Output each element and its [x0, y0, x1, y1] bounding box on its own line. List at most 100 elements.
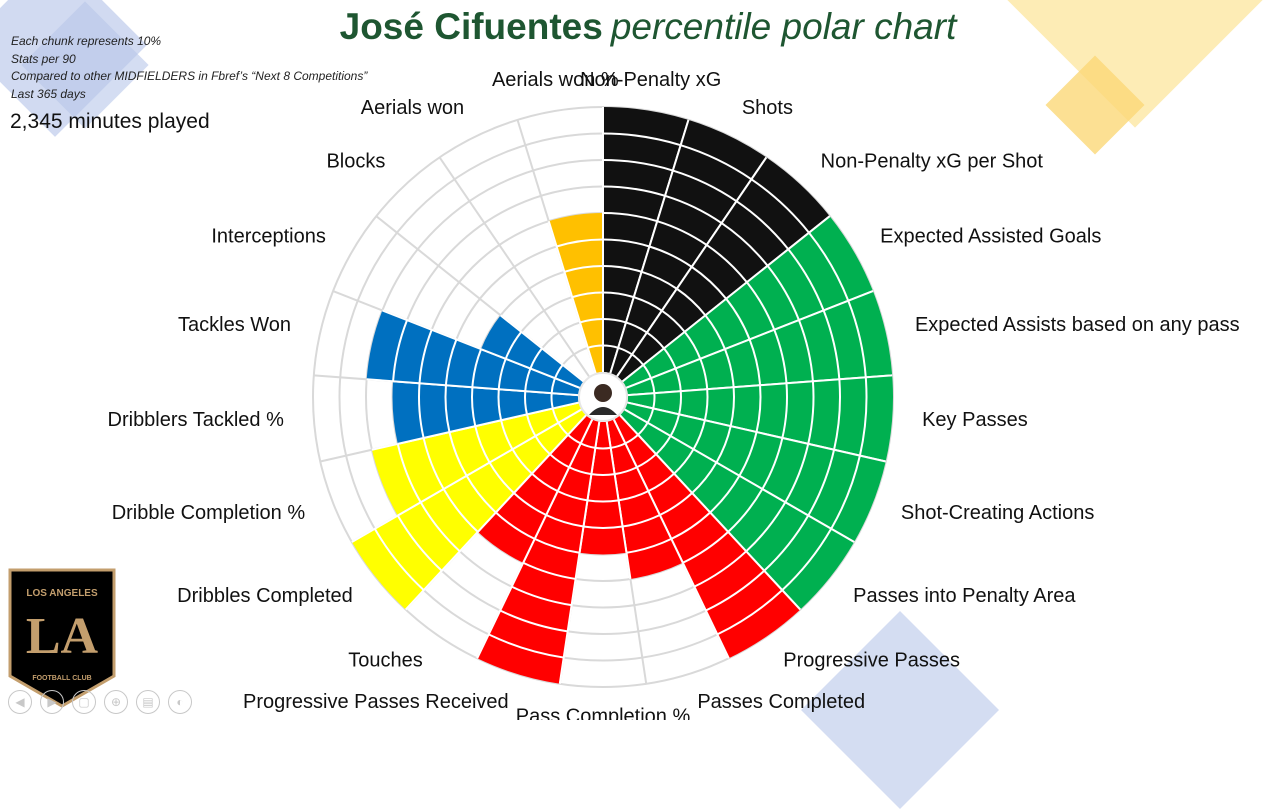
- category-label: Dribbles Completed: [177, 585, 353, 607]
- bar-chunk-line: [858, 377, 868, 456]
- bar-chunk-line: [513, 492, 547, 516]
- category-label: Key Passes: [922, 409, 1028, 431]
- minutes-played: 2,345 minutes played: [10, 110, 210, 133]
- subtitles-icon[interactable]: ▤: [136, 690, 160, 714]
- bar-chunk-line: [709, 475, 741, 514]
- bar-chunk-line: [488, 633, 564, 659]
- bar-chunk-line: [534, 538, 580, 554]
- bar-chunk-line: [706, 244, 748, 283]
- bar-edge: [397, 401, 579, 445]
- bar-chunk-line: [499, 609, 568, 633]
- bar-edge: [366, 378, 579, 397]
- bar-dribbles-completed: [351, 409, 586, 610]
- bar-edge: [397, 408, 582, 517]
- bar-chunk-line: [781, 383, 788, 439]
- bar-expected-assisted-goals: [622, 216, 873, 388]
- bar-chunk-line: [676, 287, 707, 316]
- more-icon[interactable]: ◐: [168, 690, 192, 714]
- bar-chunk-line: [735, 200, 790, 250]
- chart-notes: Each chunk represents 10% Stats per 90 C…: [11, 33, 367, 103]
- bar-chunk-line: [725, 298, 751, 340]
- bar-chunk-line: [691, 461, 718, 494]
- bar-chunk-line: [474, 425, 491, 463]
- bar-chunk-line: [602, 159, 674, 172]
- bar-chunk-line: [682, 531, 729, 564]
- bar-chunk-line: [418, 383, 425, 439]
- bar-edge: [627, 401, 886, 463]
- next-slide-icon[interactable]: ▶: [40, 690, 64, 714]
- bar-edge: [499, 314, 585, 383]
- bar-chunk-line: [392, 319, 408, 382]
- bar-non-penalty-xg: [603, 107, 689, 374]
- bar-edge: [605, 421, 628, 553]
- bar-chunk-line: [396, 443, 422, 503]
- bar-edge: [547, 220, 597, 374]
- bar-chunk-line: [798, 319, 814, 382]
- bar-chunk-line: [755, 385, 762, 433]
- bar-chunk-line: [602, 265, 642, 273]
- bar-chunk-line: [830, 455, 861, 530]
- bar-key-passes: [627, 375, 893, 462]
- category-label: Tackles Won: [178, 314, 291, 336]
- grid-spoke: [438, 156, 590, 377]
- bar-chunk-line: [556, 238, 604, 248]
- bar-edge: [616, 156, 768, 377]
- previous-slide-icon[interactable]: ◀: [8, 690, 32, 714]
- category-label: Passes into Penalty Area: [853, 585, 1076, 607]
- svg-text:LA: LA: [26, 608, 99, 665]
- bar-chunk-line: [602, 238, 650, 248]
- note-line: Each chunk represents 10%: [11, 34, 162, 48]
- bar-edge: [612, 419, 684, 564]
- category-label: Pass Completion %: [516, 705, 691, 720]
- bar-chunk-line: [721, 222, 769, 267]
- category-label: Touches: [348, 650, 423, 672]
- bar-chunk-line: [419, 501, 461, 553]
- bar-chunk-line: [591, 473, 615, 476]
- bar-chunk-line: [763, 514, 810, 572]
- bar-chunk-line: [442, 488, 479, 533]
- bar-edge: [627, 374, 893, 397]
- svg-text:FOOTBALL CLUB: FOOTBALL CLUB: [32, 675, 91, 682]
- title-player-name: José Cifuentes: [339, 6, 603, 47]
- bar-chunk-line: [729, 387, 735, 427]
- category-label: Progressive Passes: [783, 650, 960, 672]
- bar-shots: [610, 119, 767, 377]
- bar-chunk-line: [602, 132, 681, 147]
- bar-chunk-line: [691, 266, 727, 300]
- bar-chunk-line: [787, 248, 825, 311]
- category-label: Progressive Passes Received: [243, 691, 509, 713]
- note-line: Last 365 days: [11, 86, 86, 101]
- bar-chunk-line: [745, 501, 787, 553]
- bar-edge: [625, 290, 874, 389]
- zoom-icon[interactable]: ⊕: [104, 690, 128, 714]
- bar-chunk-line: [656, 220, 708, 246]
- note-line: Compared to other MIDFIELDERS in Fbref’s…: [11, 69, 368, 83]
- category-label: Non-Penalty xG per Shot: [821, 151, 1044, 173]
- svg-text:LOS ANGELES: LOS ANGELES: [26, 588, 98, 599]
- bar-chunk-line: [727, 488, 764, 533]
- chart-title: José Cifuentes percentile polar chart: [0, 6, 1280, 48]
- category-label: Non-Penalty xG: [580, 69, 721, 91]
- bar-chunk-line: [672, 169, 738, 203]
- bar-edge: [480, 348, 581, 389]
- bar-chunk-line: [495, 511, 536, 540]
- category-label: Aerials won %: [492, 69, 619, 91]
- category-label: Expected Assisted Goals: [880, 225, 1101, 247]
- bar-chunk-line: [724, 348, 735, 388]
- bar-pass-completion-: [579, 421, 627, 555]
- category-label: Dribblers Tackled %: [108, 409, 285, 431]
- bar-chunk-line: [704, 314, 726, 350]
- bar-chunk-line: [522, 561, 576, 580]
- bar-chunk-line: [781, 528, 833, 591]
- bar-edge: [609, 119, 690, 374]
- bar-chunk-line: [641, 270, 678, 290]
- bar-chunk-line: [807, 381, 815, 445]
- bar-chunk-line: [705, 569, 765, 612]
- bar-chunk-line: [545, 514, 584, 528]
- slides-icon[interactable]: ▢: [72, 690, 96, 714]
- bar-shot-creating-actions: [624, 402, 886, 542]
- player-shoulders-icon: [589, 407, 617, 415]
- bar-chunk-line: [471, 387, 477, 427]
- bar-chunk-line: [587, 499, 619, 503]
- bar-chunk-line: [373, 528, 425, 591]
